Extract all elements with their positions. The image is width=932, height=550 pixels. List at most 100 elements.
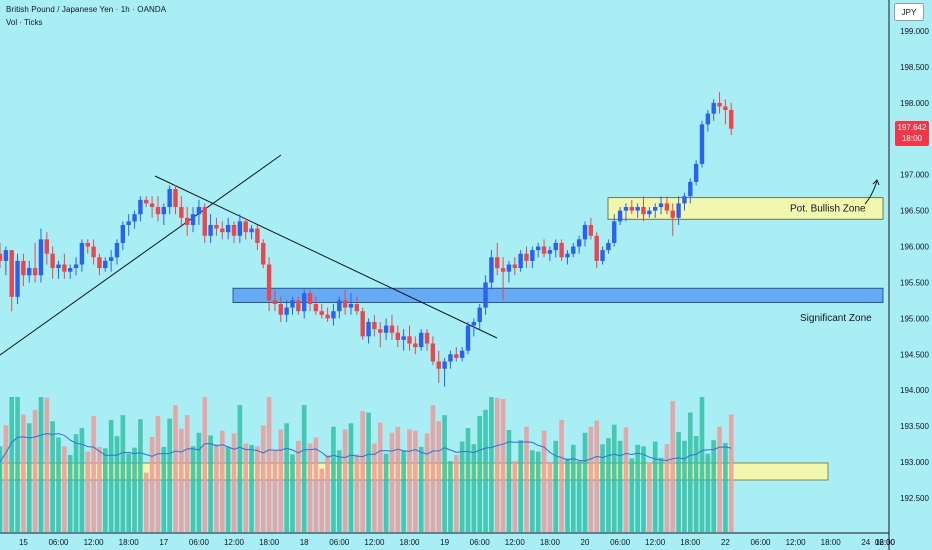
- candle-body: [290, 300, 295, 308]
- volume-bar: [167, 418, 172, 532]
- time-tick-label: 12:00: [224, 538, 245, 547]
- candle-body: [623, 207, 629, 211]
- candle-body: [383, 325, 389, 333]
- candle-body: [319, 311, 324, 315]
- volume-bar: [465, 428, 471, 532]
- volume-bar: [9, 397, 14, 532]
- falling-trendline[interactable]: [154, 175, 498, 339]
- volume-bar: [559, 419, 564, 532]
- candle-body: [237, 221, 243, 236]
- candle-body: [284, 307, 289, 315]
- volume-bar: [383, 453, 389, 532]
- volume-bar: [190, 446, 196, 532]
- volume-bar: [500, 399, 506, 532]
- time-tick-label: 18:00: [540, 538, 561, 547]
- volume-bar: [26, 423, 32, 532]
- candle-body: [73, 264, 79, 269]
- candle-body: [670, 210, 675, 218]
- candle-body: [571, 246, 576, 254]
- volume-bar: [728, 414, 734, 532]
- volume-bar: [307, 443, 313, 532]
- volume-bar: [15, 397, 20, 532]
- volume-bar: [337, 450, 342, 532]
- candle-body: [50, 253, 55, 269]
- volume-bar: [366, 412, 371, 532]
- time-tick-label: 20: [581, 538, 590, 547]
- volume-bar: [73, 434, 79, 532]
- volume-bar: [553, 440, 559, 532]
- volume-bar: [91, 415, 96, 532]
- price-tick-label: 192.500: [900, 494, 929, 503]
- candle-body: [167, 189, 172, 208]
- volume-bar: [44, 397, 50, 532]
- volume-bar: [196, 432, 202, 532]
- candle-body: [658, 203, 664, 208]
- volume-bar: [418, 446, 424, 532]
- candle-body: [331, 311, 336, 319]
- candle-body: [693, 163, 699, 182]
- volume-bar: [448, 461, 453, 532]
- volume-bar: [711, 440, 716, 532]
- candle-body: [664, 203, 670, 211]
- time-tick-label: 18:00: [821, 538, 842, 547]
- candle-body: [155, 207, 161, 215]
- candle-body: [38, 239, 44, 276]
- candle-body: [442, 361, 447, 369]
- volume-indicator-label[interactable]: Vol · Ticks: [6, 18, 43, 27]
- currency-button[interactable]: JPY: [894, 3, 924, 21]
- volume-bar: [255, 446, 260, 532]
- rising-trendline[interactable]: [0, 154, 282, 356]
- volume-bar: [231, 433, 237, 532]
- candle-body: [62, 264, 67, 272]
- candle-body: [85, 242, 90, 247]
- volume-bar: [184, 415, 190, 532]
- candle-body: [653, 207, 658, 211]
- candle-body: [407, 336, 412, 344]
- candle-body: [641, 207, 646, 215]
- time-tick-label: 06:00: [470, 538, 491, 547]
- candle-body: [114, 242, 120, 258]
- time-tick-label: 19: [440, 538, 449, 547]
- projection-arrow: [864, 180, 878, 205]
- candle-body: [699, 124, 705, 164]
- candle-body: [424, 332, 430, 344]
- candle-body: [711, 102, 716, 114]
- candle-body: [179, 207, 184, 218]
- candle-body: [506, 264, 512, 272]
- candle-body: [144, 199, 149, 204]
- symbol-title[interactable]: British Pound / Japanese Yen · 1h · OAND…: [6, 5, 167, 14]
- volume-bar: [489, 397, 494, 532]
- volume-bar: [670, 401, 676, 532]
- volume-ma-line: [0, 433, 732, 462]
- volume-bar: [483, 409, 488, 532]
- volume-bar: [21, 414, 26, 532]
- candle-body: [32, 268, 38, 276]
- volume-bar: [442, 415, 447, 532]
- significant-zone[interactable]: [232, 287, 884, 303]
- candle-body: [79, 242, 85, 265]
- candle-body: [729, 110, 734, 129]
- price-axis[interactable]: [889, 0, 932, 550]
- volume-bar: [260, 425, 266, 532]
- volume-bar: [377, 422, 383, 532]
- price-tick-label: 195.000: [900, 314, 929, 323]
- volume-bar: [676, 432, 681, 532]
- price-tick-label: 194.500: [900, 350, 929, 359]
- candle-body: [401, 336, 406, 340]
- candle-body: [600, 250, 605, 261]
- candle-body: [366, 321, 371, 337]
- candle-body: [185, 217, 190, 225]
- volume-bar: [682, 440, 687, 532]
- volume-bar: [62, 446, 67, 532]
- price-tick-label: 194.000: [900, 386, 929, 395]
- candle-body: [588, 224, 594, 236]
- time-tick-label: 06:00: [329, 538, 350, 547]
- volume-bar: [354, 454, 360, 532]
- volume-bar: [114, 436, 120, 532]
- candle-body: [337, 300, 342, 312]
- time-tick-label: 24: [861, 538, 870, 547]
- candle-body: [448, 354, 453, 362]
- candle-body: [196, 207, 202, 215]
